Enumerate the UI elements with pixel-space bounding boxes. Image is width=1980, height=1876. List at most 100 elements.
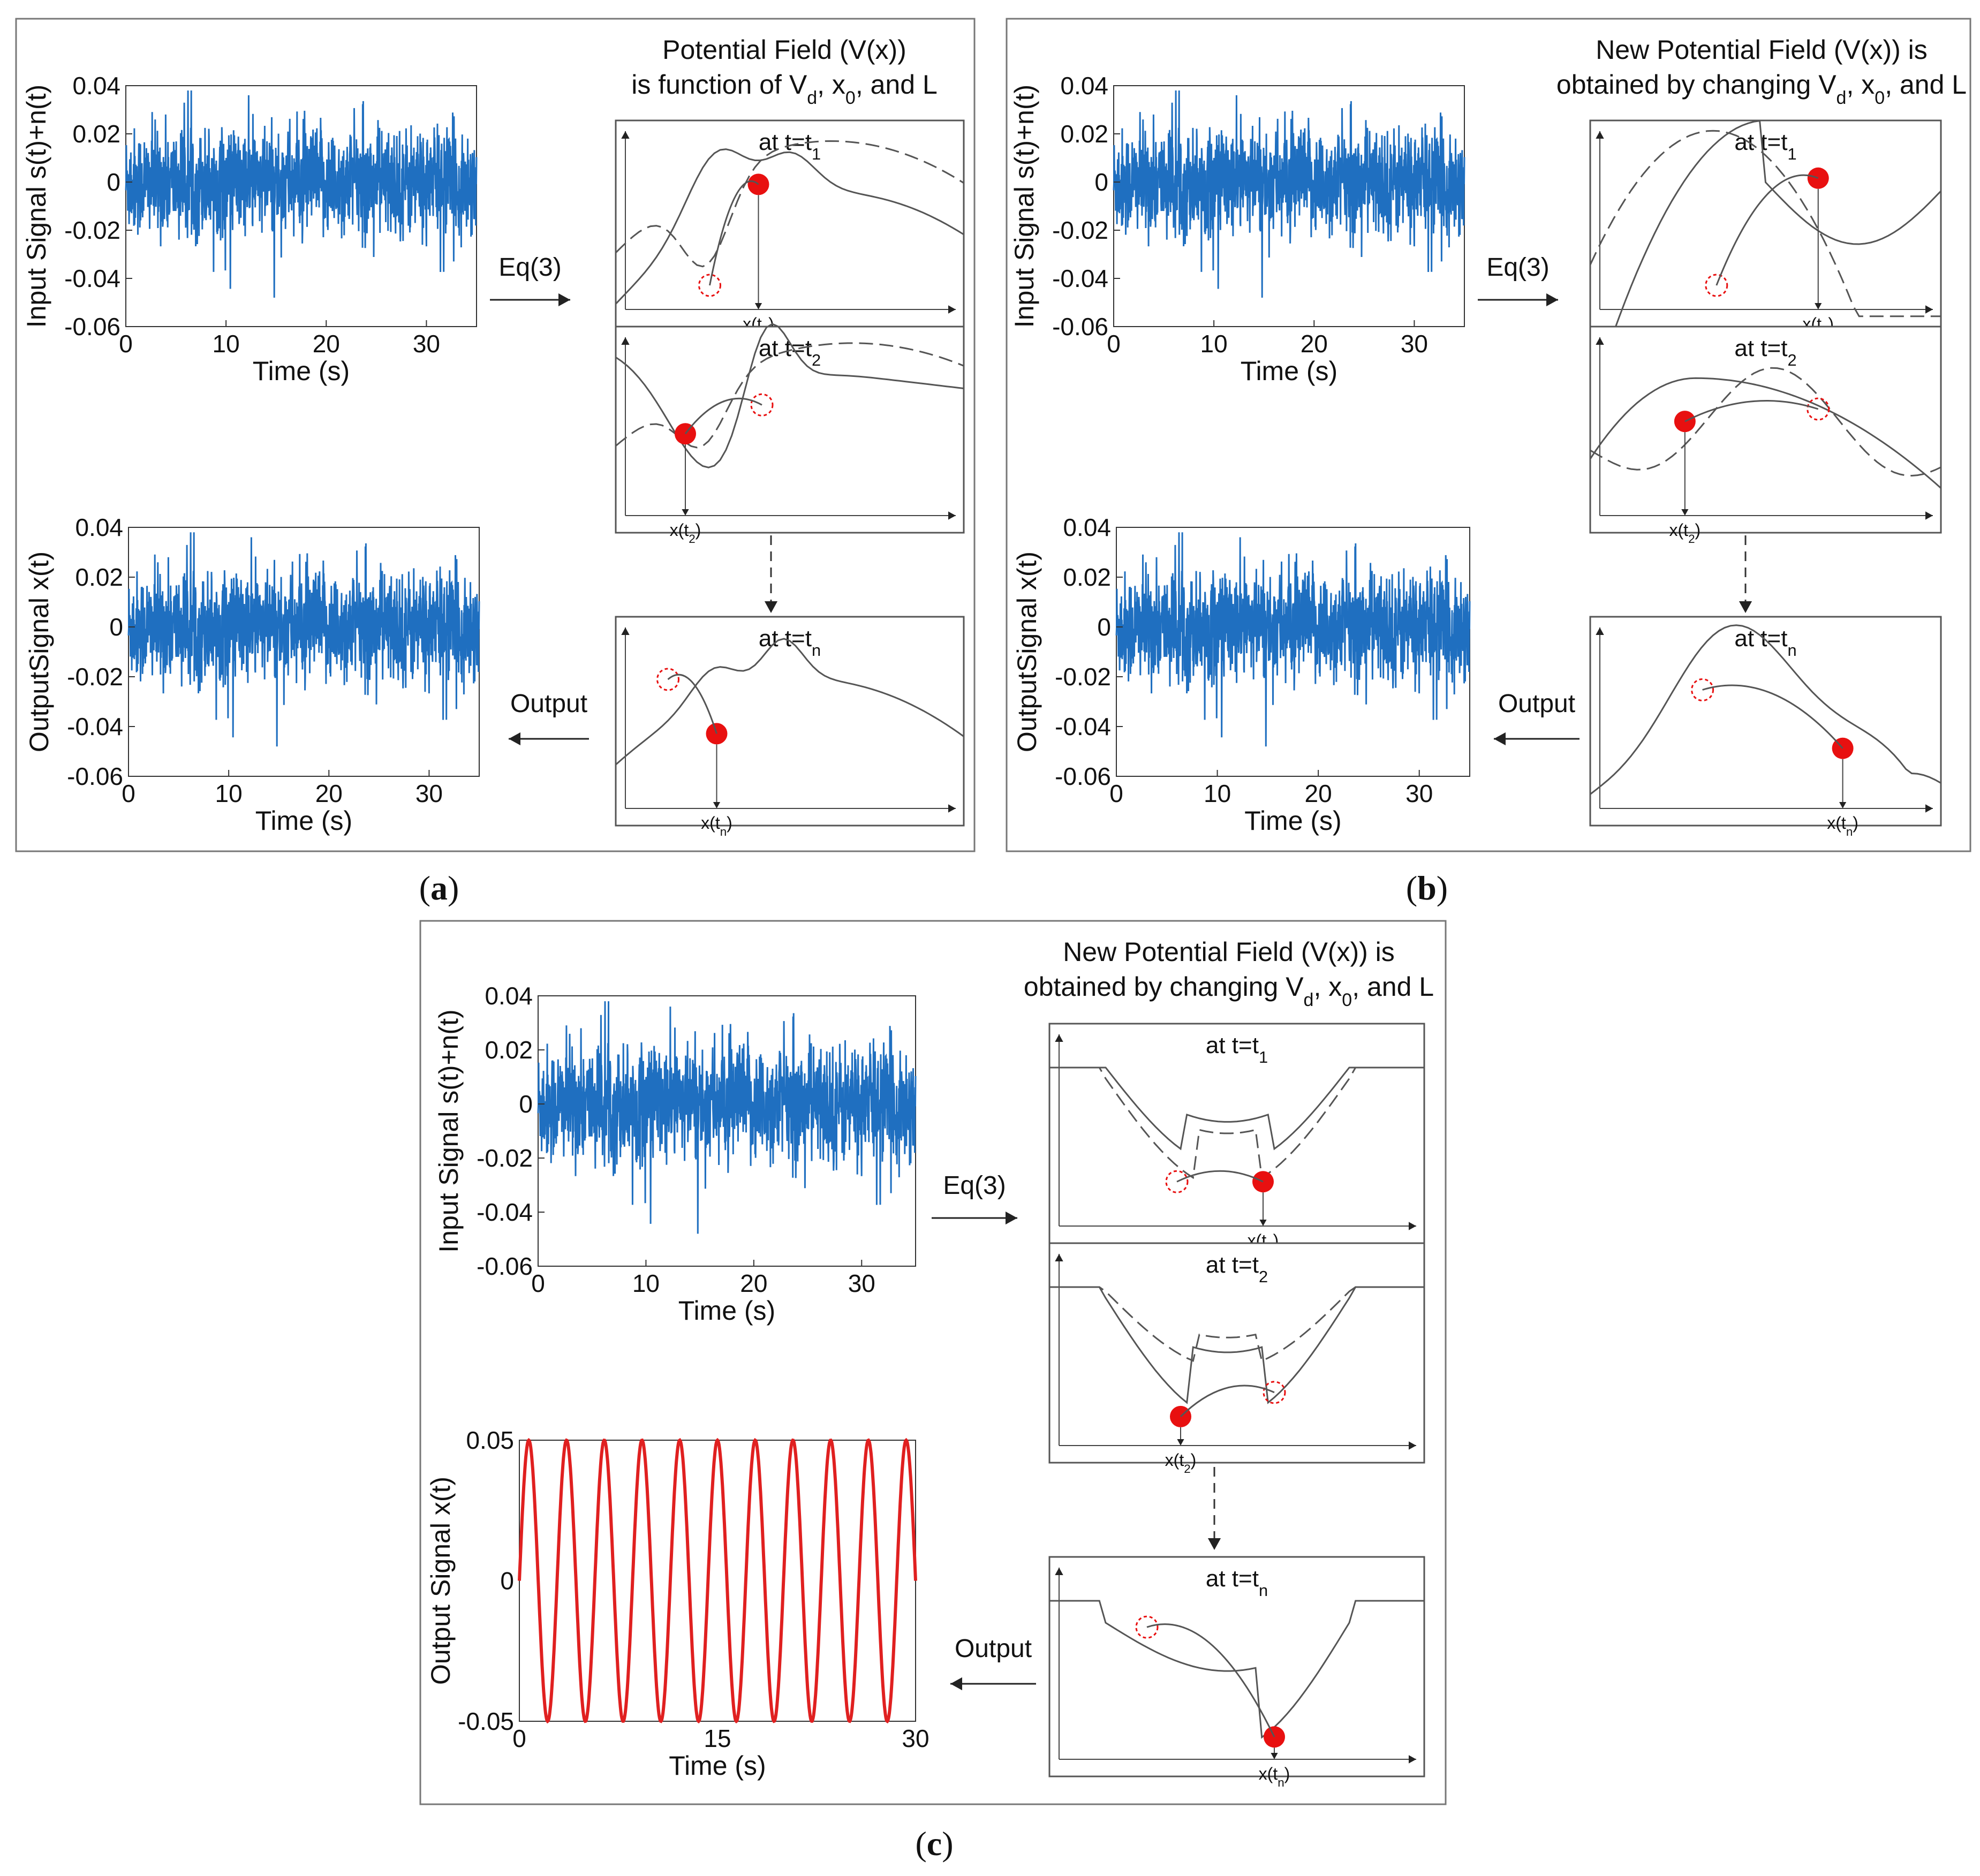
panel-c-input-xtick-label: 10 (632, 1269, 660, 1297)
panel-a-input-xtick-label: 20 (313, 330, 340, 358)
panel-a-output-xtick-label: 30 (415, 780, 443, 807)
panel-c-staten-drop-head (1271, 1753, 1278, 1759)
panel-b-state2-transition-arrow (1684, 400, 1819, 422)
panel-c-state2-drop-head (1177, 1439, 1184, 1446)
panel-c-state1-transition-arrow (1176, 1170, 1264, 1183)
panel-c-state1-potential-box: at t=t1x(t1) (1048, 1023, 1425, 1256)
panel-c-staten-x-axis-head (1409, 1755, 1416, 1764)
panel-a-state1-drop-head (754, 303, 762, 309)
panel-c-input-ytick-label: -0.02 (477, 1144, 533, 1172)
panel-b-state1-transition-arrow (1716, 174, 1819, 286)
panel-a-input-ylabel: Input Signal s(t)+n(t) (21, 85, 51, 328)
panel-c-staten-x-label: x(tn) (1259, 1764, 1290, 1789)
panel-b-input-xtick-label: 10 (1200, 330, 1228, 358)
panel-b-input-xtick-label: 30 (1401, 330, 1428, 358)
panel-b-caption: (b) (1406, 869, 1448, 907)
panel-a-dashed-connector-head (764, 601, 778, 613)
panel-b-state1-old-potential-curve (1589, 130, 1941, 317)
panel-a-output-ytick-label: 0 (109, 613, 123, 641)
panel-a-staten-previous-position (656, 668, 679, 691)
panel-b-state2-x-axis-head (1925, 511, 1933, 520)
panel-b-staten-previous-position (1691, 678, 1714, 701)
panel-c-staten-y-axis-head (1055, 1568, 1063, 1575)
panel-b-output-ylabel: OutputSignal x(t) (1012, 551, 1042, 752)
panel-a-title-line1: Potential Field (V(x)) (662, 35, 906, 65)
panel-a-input-xtick-label: 10 (213, 330, 240, 358)
panel-b-state1-previous-position (1705, 274, 1728, 297)
panel-a-state2-previous-position (750, 393, 774, 417)
panel-b-state2-old-potential-curve (1590, 367, 1941, 477)
panel-c-state2-potential-box: at t=t2 x(t2) (1048, 1242, 1425, 1476)
panel-b-input-ytick-label: 0 (1094, 168, 1108, 196)
panel-b-staten-potential-frame (1589, 616, 1942, 827)
panel-a-output-ylabel: OutputSignal x(t) (24, 551, 54, 752)
panel-b-output-ytick-label: -0.02 (1055, 663, 1111, 691)
panel-b-title-line1: New Potential Field (V(x)) is (1596, 35, 1928, 65)
panel-b-staten-y-axis-head (1596, 627, 1604, 635)
panel-b-eq-label: Eq(3) (1486, 253, 1549, 282)
panel-a-output-xtick-label: 0 (122, 780, 135, 807)
panel-a-staten-x-axis-head (948, 804, 956, 813)
panel-a-state1-previous-position (698, 274, 721, 297)
panel-a-input-ytick-label: 0 (107, 168, 120, 196)
panel-a-state1-state-title: at t=t1 (759, 129, 821, 163)
panel-c-state1-drop-head (1259, 1220, 1267, 1226)
panel-a-output-signal-series (127, 532, 480, 747)
panel-b-state2-state-title: at t=t2 (1734, 335, 1796, 369)
panel-a-state2-y-axis-head (621, 337, 630, 345)
panel-c-eq-arrow-head (1006, 1211, 1017, 1225)
panel-c-input-xlabel: Time (s) (678, 1296, 775, 1326)
panel-b-state1-new-potential-curve (1589, 119, 1942, 403)
panel-b-output-xtick-label: 30 (1405, 780, 1433, 807)
panel-a-staten-x-label: x(tn) (701, 813, 732, 838)
panel-b-staten-potential-box: at t=tn x(tn) (1589, 616, 1942, 838)
panel-c-input-ytick-label: -0.04 (477, 1198, 533, 1226)
panel-b-input-xtick-label: 0 (1107, 330, 1121, 358)
panel-c-output-label: Output (955, 1635, 1032, 1663)
panel-a-input-ytick-label: -0.06 (64, 313, 120, 341)
panel-b-state2-new-potential-curve (1589, 377, 1941, 489)
panel-c-input-xtick-label: 30 (848, 1269, 875, 1297)
panel-c-state1-y-axis-head (1055, 1034, 1063, 1042)
panel-c-state1-previous-position (1165, 1170, 1189, 1193)
panel-b-input-signal-series (1113, 90, 1465, 298)
panel-b-output-ytick-label: -0.04 (1055, 713, 1111, 740)
panel-c-state2-state-title: at t=t2 (1206, 1252, 1268, 1286)
panel-a-input-signal-series (125, 90, 478, 298)
panel-b-state2-potential-box: at t=t2 x(t2) (1589, 326, 1942, 546)
panel-a-state1-potential-box: at t=t1x(t1) (615, 119, 965, 339)
panel-b-state1-drop-head (1815, 303, 1822, 309)
panel-a-eq-arrow-head (558, 293, 570, 307)
panel-c-input-ytick-label: -0.06 (477, 1252, 533, 1280)
panel-a-output-ytick-label: -0.06 (67, 762, 123, 790)
c-out-ylabel: Output Signal x(t) (426, 1477, 456, 1685)
panel-b-output-ytick-label: 0.04 (1063, 513, 1111, 541)
panel-a-input-ytick-label: 0.04 (72, 72, 120, 100)
panel-a-input-xtick-label: 0 (119, 330, 133, 358)
panel-a-output-arrow-head (509, 732, 520, 746)
panel-c-input-ylabel: Input Signal s(t)+n(t) (434, 1009, 464, 1252)
panel-b-state2-previous-position (1807, 397, 1830, 421)
c-out-xtick-label: 0 (512, 1724, 526, 1752)
panel-a-output-xtick-label: 10 (215, 780, 243, 807)
panel-b-output-xtick-label: 20 (1305, 780, 1332, 807)
panel-a-staten-state-title: at t=tn (759, 625, 821, 660)
panel-a-output-label: Output (510, 690, 587, 718)
panel-a-state1-new-potential-curve (615, 148, 964, 305)
c-out-xlabel: Time (s) (669, 1751, 766, 1781)
panel-b-input-ytick-label: -0.06 (1052, 313, 1108, 341)
panel-a-state2-new-potential-curve (615, 323, 964, 468)
panel-c-eq-label: Eq(3) (943, 1171, 1006, 1200)
panel-c-dashed-connector-head (1207, 1538, 1221, 1550)
panel-a-output-xlabel: Time (s) (255, 806, 352, 836)
panel-c-state2-previous-position (1263, 1381, 1286, 1404)
panel-b-eq-arrow-head (1546, 293, 1558, 307)
c-out-ytick-label: -0.05 (458, 1707, 514, 1735)
panel-c-staten-potential-box: at t=tn x(tn) (1048, 1556, 1425, 1789)
panel-a-staten-drop-head (713, 802, 721, 808)
